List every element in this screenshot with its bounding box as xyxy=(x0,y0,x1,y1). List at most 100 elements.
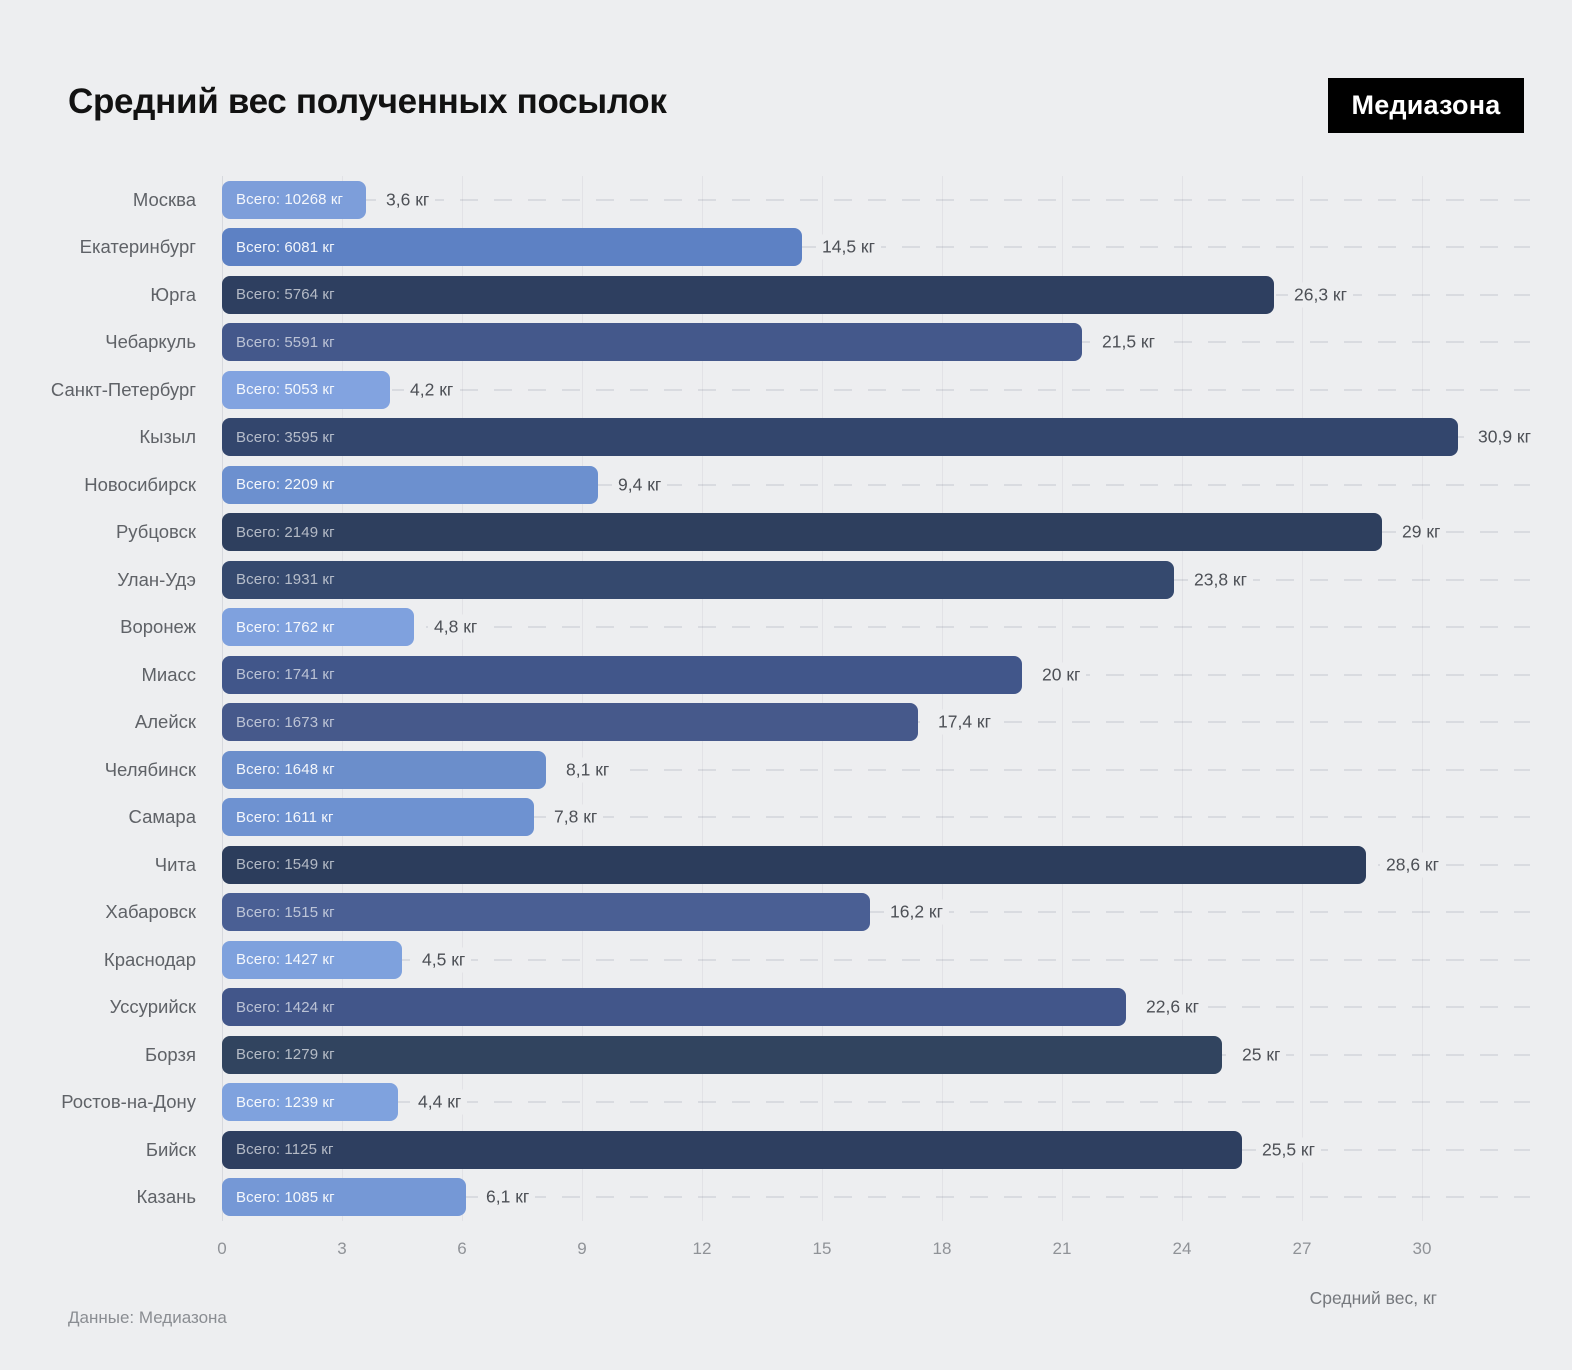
tick-label-18: 18 xyxy=(932,1239,952,1258)
bar: Всего: 1239 кг xyxy=(222,1083,398,1122)
category-label: Рубцовск xyxy=(115,521,196,543)
tick-label-24: 24 xyxy=(1172,1239,1192,1258)
row-plot-area: Всего: 5053 кг 4,2 кг xyxy=(222,366,1540,414)
chart-row: Миасс Всего: 1741 кг 20 кг xyxy=(0,651,1572,699)
row-plot-area: Всего: 6081 кг 14,5 кг xyxy=(222,224,1540,272)
tick-label-3: 3 xyxy=(337,1239,347,1258)
bar-value-label: 21,5 кг xyxy=(1096,329,1161,355)
bar-total-label: Всего: 1239 кг xyxy=(236,1093,335,1111)
bar-total-label: Всего: 6081 кг xyxy=(236,238,335,256)
category-label: Челябинск xyxy=(104,758,196,780)
bar-value-label: 3,6 кг xyxy=(380,187,436,213)
bar-value-label: 6,1 кг xyxy=(480,1184,536,1210)
bar-total-label: Всего: 1741 кг xyxy=(236,666,335,684)
category-label: Борзя xyxy=(144,1043,196,1065)
bar: Всего: 1515 кг xyxy=(222,893,870,932)
category-label: Улан-Удэ xyxy=(117,568,196,590)
bar-value-label: 4,5 кг xyxy=(416,947,472,973)
chart-row: Уссурийск Всего: 1424 кг 22,6 кг xyxy=(0,984,1572,1032)
category-label: Чебаркуль xyxy=(105,331,196,353)
bar: Всего: 1549 кг xyxy=(222,845,1366,884)
chart-row: Кызыл Всего: 3595 кг 30,9 кг xyxy=(0,414,1572,462)
bar: Всего: 1424 кг xyxy=(222,988,1126,1027)
bar-total-label: Всего: 2149 кг xyxy=(236,523,335,541)
gridline-9 xyxy=(582,176,583,1221)
mediazona-logo: Медиазона xyxy=(1328,78,1524,133)
bar-value-label: 4,2 кг xyxy=(404,377,460,403)
bar: Всего: 6081 кг xyxy=(222,228,802,267)
bar: Всего: 3595 кг xyxy=(222,418,1458,457)
gridline-27 xyxy=(1302,176,1303,1221)
chart-row: Санкт-Петербург Всего: 5053 кг 4,2 кг xyxy=(0,366,1572,414)
bar-value-label: 20 кг xyxy=(1036,662,1087,688)
gridline-12 xyxy=(702,176,703,1221)
gridline-18 xyxy=(942,176,943,1221)
category-label: Алейск xyxy=(134,711,196,733)
bar-total-label: Всего: 5053 кг xyxy=(236,381,335,399)
tick-label-27: 27 xyxy=(1292,1239,1312,1258)
bar: Всего: 1741 кг xyxy=(222,655,1022,694)
bar-total-label: Всего: 3595 кг xyxy=(236,428,335,446)
chart-row: Борзя Всего: 1279 кг 25 кг xyxy=(0,1031,1572,1079)
row-plot-area: Всего: 1125 кг 25,5 кг xyxy=(222,1126,1540,1174)
chart-row: Хабаровск Всего: 1515 кг 16,2 кг xyxy=(0,889,1572,937)
bar-total-label: Всего: 1931 кг xyxy=(236,571,335,589)
bar-value-label: 8,1 кг xyxy=(560,757,616,783)
category-label: Самара xyxy=(128,806,196,828)
bar: Всего: 2149 кг xyxy=(222,513,1382,552)
row-plot-area: Всего: 2149 кг 29 кг xyxy=(222,509,1540,557)
tick-label-15: 15 xyxy=(812,1239,832,1258)
x-axis-title: Средний вес, кг xyxy=(1309,1288,1437,1308)
row-plot-area: Всего: 5764 кг 26,3 кг xyxy=(222,271,1540,319)
chart-row: Новосибирск Всего: 2209 кг 9,4 кг xyxy=(0,461,1572,509)
category-label: Бийск xyxy=(145,1138,196,1160)
bar-value-label: 26,3 кг xyxy=(1288,282,1353,308)
bar-total-label: Всего: 2209 кг xyxy=(236,476,335,494)
row-plot-area: Всего: 1673 кг 17,4 кг xyxy=(222,699,1540,747)
bar-value-label: 29 кг xyxy=(1396,519,1447,545)
bar: Всего: 1085 кг xyxy=(222,1178,466,1217)
bar-value-label: 28,6 кг xyxy=(1380,852,1445,878)
data-source-note: Данные: Медиазона xyxy=(68,1308,227,1327)
category-label: Казань xyxy=(136,1186,196,1208)
row-plot-area: Всего: 1427 кг 4,5 кг xyxy=(222,936,1540,984)
row-plot-area: Всего: 1239 кг 4,4 кг xyxy=(222,1079,1540,1127)
tick-label-21: 21 xyxy=(1052,1239,1072,1258)
tick-label-6: 6 xyxy=(457,1239,467,1258)
row-gridline xyxy=(222,911,1530,914)
category-label: Чита xyxy=(154,853,196,875)
tick-label-30: 30 xyxy=(1412,1239,1432,1258)
bar: Всего: 1611 кг xyxy=(222,798,534,837)
category-label: Кызыл xyxy=(139,426,196,448)
chart-row: Самара Всего: 1611 кг 7,8 кг xyxy=(0,794,1572,842)
bar-value-label: 25,5 кг xyxy=(1256,1137,1321,1163)
bar-total-label: Всего: 1279 кг xyxy=(236,1046,335,1064)
category-label: Москва xyxy=(132,188,196,210)
category-label: Новосибирск xyxy=(84,473,196,495)
bar-total-label: Всего: 1424 кг xyxy=(236,998,335,1016)
chart-row: Челябинск Всего: 1648 кг 8,1 кг xyxy=(0,746,1572,794)
chart-row: Юрга Всего: 5764 кг 26,3 кг xyxy=(0,271,1572,319)
bar: Всего: 1762 кг xyxy=(222,608,414,647)
bar-value-label: 25 кг xyxy=(1236,1042,1287,1068)
bar-value-label: 30,9 кг xyxy=(1472,424,1537,450)
bar-total-label: Всего: 1648 кг xyxy=(236,761,335,779)
bar-total-label: Всего: 1673 кг xyxy=(236,713,335,731)
row-gridline xyxy=(222,483,1530,486)
row-gridline xyxy=(222,1196,1530,1199)
chart-row: Улан-Удэ Всего: 1931 кг 23,8 кг xyxy=(0,556,1572,604)
bar-total-label: Всего: 10268 кг xyxy=(236,191,344,209)
bar-value-label: 22,6 кг xyxy=(1140,994,1205,1020)
chart-row: Воронеж Всего: 1762 кг 4,8 кг xyxy=(0,604,1572,652)
category-label: Санкт-Петербург xyxy=(50,378,196,400)
row-plot-area: Всего: 1741 кг 20 кг xyxy=(222,651,1540,699)
bar-value-label: 9,4 кг xyxy=(612,472,668,498)
bar-total-label: Всего: 1611 кг xyxy=(236,808,334,826)
row-plot-area: Всего: 2209 кг 9,4 кг xyxy=(222,461,1540,509)
gridline-24 xyxy=(1182,176,1183,1221)
category-label: Ростов-на-Дону xyxy=(61,1091,196,1113)
tick-label-0: 0 xyxy=(217,1239,227,1258)
bar-value-label: 4,4 кг xyxy=(412,1089,468,1115)
row-plot-area: Всего: 1931 кг 23,8 кг xyxy=(222,556,1540,604)
row-gridline xyxy=(222,958,1530,961)
